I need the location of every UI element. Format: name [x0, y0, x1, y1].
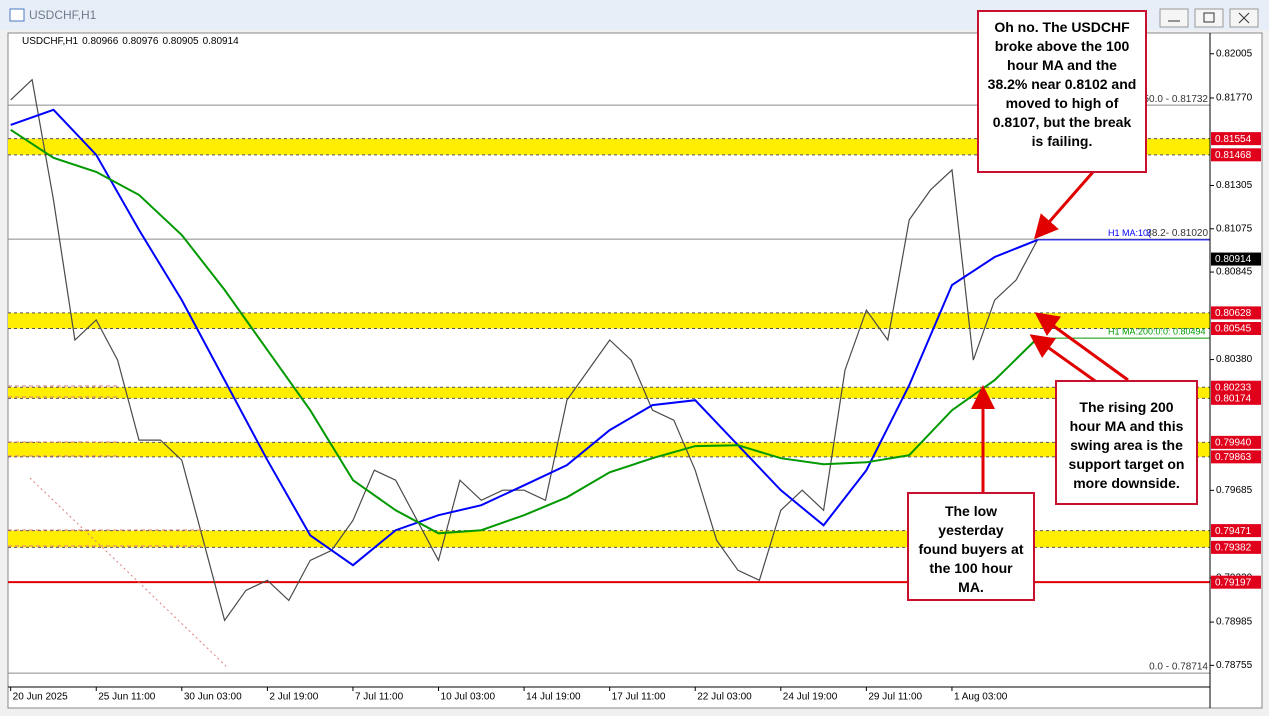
level-label-box — [1211, 132, 1261, 146]
annotation: Oh no. The USDCHF broke above the 100 ho… — [977, 10, 1147, 173]
window-title: USDCHF,H1 — [29, 8, 97, 22]
level-label-box — [1211, 575, 1261, 589]
level-label-box — [1211, 380, 1261, 394]
x-tick-label: 1 Aug 03:00 — [954, 692, 1008, 703]
x-tick-label: 24 Jul 19:00 — [783, 692, 838, 703]
y-tick-label: 0.78755 — [1216, 660, 1253, 671]
x-tick-label: 20 Jun 2025 — [13, 692, 68, 703]
x-tick-label: 2 Jul 19:00 — [269, 692, 318, 703]
x-tick-label: 29 Jul 11:00 — [868, 692, 922, 703]
zone — [8, 138, 1210, 155]
price-label-box — [1211, 252, 1261, 266]
arrows — [971, 171, 1129, 492]
x-tick-label: 30 Jun 03:00 — [184, 692, 242, 703]
level-label: 0.80174 — [1215, 393, 1252, 404]
y-tick-label: 0.81770 — [1216, 93, 1253, 104]
x-tick-label: 22 Jul 03:00 — [697, 692, 752, 703]
y-tick-label: 0.82005 — [1216, 48, 1253, 59]
level-label: 0.79471 — [1215, 526, 1252, 537]
level-label: 0.80628 — [1215, 308, 1252, 319]
level-label: 0.79940 — [1215, 438, 1252, 449]
price-label: 0.80914 — [1215, 254, 1252, 265]
y-tick-label: 0.81075 — [1216, 223, 1253, 234]
x-tick-label: 10 Jul 03:00 — [441, 692, 496, 703]
y-tick-label: 0.79685 — [1216, 485, 1253, 496]
level-label: 0.81554 — [1215, 134, 1252, 145]
fib-label: 50.0 - 0.81732 — [1144, 94, 1209, 105]
ohlc-value: 0.80914 — [203, 36, 240, 47]
window-buttons[interactable] — [1159, 8, 1259, 28]
level-label: 0.80545 — [1215, 324, 1252, 335]
ohlc-value: 0.80976 — [122, 36, 159, 47]
level-label-box — [1211, 322, 1261, 336]
maximize-icon — [1203, 12, 1215, 23]
maximize-button[interactable] — [1194, 8, 1224, 28]
decorations — [8, 385, 229, 669]
annotation: The low yesterday found buyers at the 10… — [907, 492, 1035, 601]
level-label: 0.80233 — [1215, 382, 1252, 393]
close-icon — [1238, 12, 1250, 24]
arrow — [1034, 171, 1095, 240]
minimize-button[interactable] — [1159, 8, 1189, 28]
fib-trendline — [29, 477, 229, 669]
y-tick-label: 0.81305 — [1216, 180, 1253, 191]
price-line — [10, 78, 1039, 622]
level-label-box — [1211, 524, 1261, 538]
y-tick-label: 0.78985 — [1216, 617, 1253, 628]
moving-average — [10, 128, 1039, 535]
symbol: USDCHF,H1 — [22, 36, 79, 47]
ohlc-value: 0.80905 — [162, 36, 199, 47]
app-icon — [9, 8, 25, 22]
chart-header: USDCHF,H1 0.80966 0.80976 0.80905 0.80914 — [22, 36, 239, 47]
arrow — [1034, 312, 1129, 382]
level-label-box — [1211, 148, 1261, 162]
level-label-box — [1211, 391, 1261, 405]
annotation: The rising 200 hour MA and this swing ar… — [1055, 380, 1198, 505]
fib-label: 38.2- 0.81020 — [1146, 228, 1208, 239]
x-tick-label: 14 Jul 19:00 — [526, 692, 581, 703]
arrow — [1029, 334, 1106, 390]
fib-label: 0.0 - 0.78714 — [1149, 662, 1208, 673]
level-label-box — [1211, 450, 1261, 464]
level-label: 0.79197 — [1215, 577, 1252, 588]
x-tick-label: 25 Jun 11:00 — [98, 692, 156, 703]
ma-label: H1 MA:10( — [1108, 228, 1151, 238]
zone — [8, 312, 1210, 329]
zone — [8, 442, 1210, 457]
level-label: 0.79382 — [1215, 543, 1252, 554]
level-label-box — [1211, 540, 1261, 554]
ohlc-value: 0.80966 — [82, 36, 119, 47]
zone — [8, 387, 1210, 399]
plot: USDCHF,H1 0.80966 0.80976 0.80905 0.80914 50.… — [8, 33, 1261, 708]
level-label: 0.81468 — [1215, 150, 1252, 161]
x-tick-label: 17 Jul 11:00 — [612, 692, 666, 703]
y-tick-label: 0.80380 — [1216, 354, 1253, 365]
y-tick-label: 0.80845 — [1216, 267, 1253, 278]
x-tick-label: 7 Jul 11:00 — [355, 692, 404, 703]
level-label-box — [1211, 435, 1261, 449]
ma-label: H1 MA:200:0:0: 0.80494 — [1108, 326, 1206, 336]
level-label: 0.79863 — [1215, 452, 1252, 463]
moving-average — [10, 108, 1038, 567]
level-label-box — [1211, 306, 1261, 320]
